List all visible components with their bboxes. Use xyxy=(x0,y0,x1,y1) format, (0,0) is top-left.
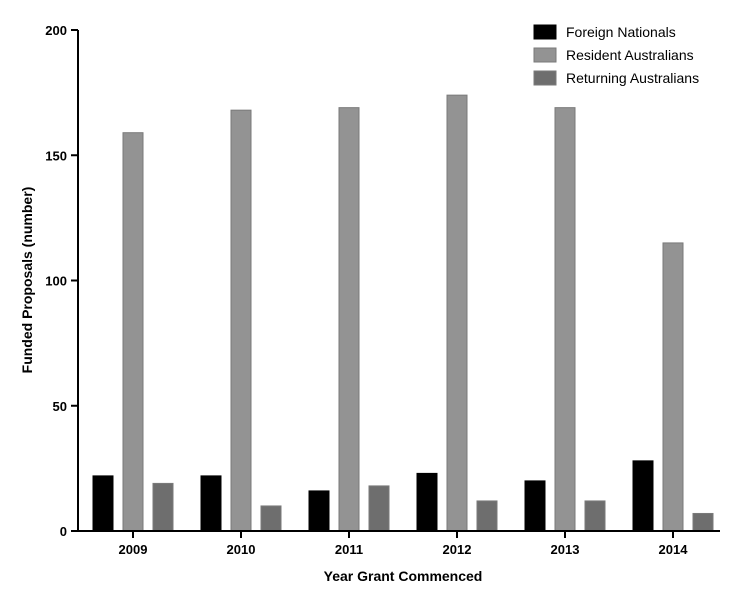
y-tick-label: 100 xyxy=(45,274,67,289)
x-tick-label: 2011 xyxy=(335,542,363,557)
legend-swatch xyxy=(533,70,557,86)
bar-resident-australians-2013 xyxy=(554,107,576,532)
y-tick-label: 0 xyxy=(60,524,67,539)
y-axis-title: Funded Proposals (number) xyxy=(19,187,35,374)
legend-label: Resident Australians xyxy=(566,47,694,63)
bar-returning-australians-2012 xyxy=(476,500,498,532)
bar-foreign-nationals-2014 xyxy=(632,460,654,532)
axes-group xyxy=(77,30,720,532)
bar-resident-australians-2010 xyxy=(230,109,252,532)
legend-swatch xyxy=(533,47,557,63)
bar-returning-australians-2014 xyxy=(692,512,714,532)
bar-resident-australians-2014 xyxy=(662,242,684,532)
y-tick-label: 200 xyxy=(45,23,67,38)
bar-foreign-nationals-2013 xyxy=(524,480,546,532)
x-ticks-group: 2009 2010 2011 2012 2013 2014 xyxy=(119,531,689,557)
legend-label: Foreign Nationals xyxy=(566,24,676,40)
bars-group xyxy=(92,94,714,532)
bar-returning-australians-2013 xyxy=(584,500,606,532)
x-tick-label: 2010 xyxy=(227,542,256,557)
legend-swatch xyxy=(533,24,557,40)
x-tick-label: 2009 xyxy=(119,542,148,557)
bar-resident-australians-2012 xyxy=(446,94,468,532)
y-ticks-group: 0 50 100 150 200 xyxy=(45,23,78,539)
bar-returning-australians-2009 xyxy=(152,482,174,532)
x-tick-label: 2013 xyxy=(551,542,580,557)
bar-foreign-nationals-2009 xyxy=(92,475,114,532)
bar-resident-australians-2011 xyxy=(338,107,360,532)
bar-returning-australians-2010 xyxy=(260,505,282,532)
x-tick-label: 2014 xyxy=(659,542,689,557)
legend-label: Returning Australians xyxy=(566,70,699,86)
legend: Foreign Nationals Resident Australians Ret… xyxy=(533,24,699,86)
bar-foreign-nationals-2011 xyxy=(308,490,330,532)
bar-foreign-nationals-2010 xyxy=(200,475,222,532)
x-tick-label: 2012 xyxy=(443,542,472,557)
bar-resident-australians-2009 xyxy=(122,132,144,532)
x-axis-title: Year Grant Commenced xyxy=(324,568,483,584)
bar-returning-australians-2011 xyxy=(368,485,390,532)
y-tick-label: 50 xyxy=(53,399,67,414)
y-tick-label: 150 xyxy=(45,148,67,163)
bar-foreign-nationals-2012 xyxy=(416,472,438,532)
